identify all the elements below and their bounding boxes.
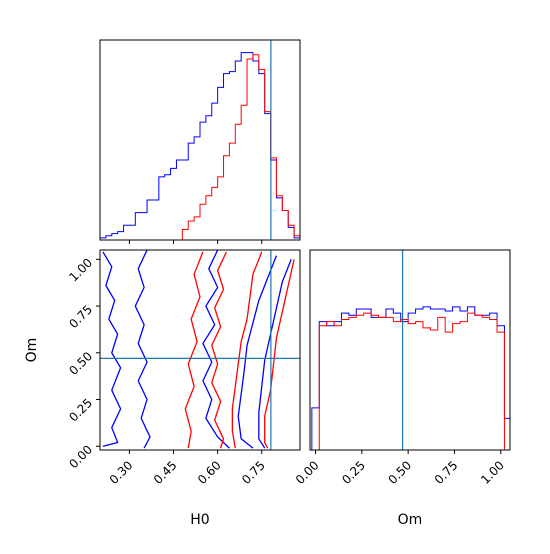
om-marginal-axis-label: Om bbox=[398, 512, 423, 528]
om-histogram-series-1 bbox=[311, 306, 510, 450]
joint-frame bbox=[99, 249, 301, 451]
om-tick-label-1: 0.00 bbox=[66, 442, 95, 471]
h0-om-joint-panel: 0.30 0.45 0.60 0.75 0.00 0.25 0.50 0.75 1.00 H0 Om bbox=[24, 249, 301, 528]
om-marginal-panel: 0.00 0.25 0.50 0.75 1.00 Om bbox=[293, 249, 511, 528]
h0-marginal-frame bbox=[99, 39, 301, 241]
h0-tick-label-2: 0.45 bbox=[151, 458, 180, 487]
h0-tick-label-3: 0.60 bbox=[195, 458, 224, 487]
om-tick-label-3: 0.50 bbox=[66, 349, 95, 378]
h0-axis-label: H0 bbox=[190, 512, 209, 528]
contour-series-2-level-3 bbox=[231, 251, 263, 449]
h0-marginal-panel bbox=[99, 39, 301, 244]
om-marginal-tick-label-2: 0.25 bbox=[339, 458, 368, 487]
contour-series-1-level-2 bbox=[134, 250, 151, 449]
om-tick-label-5: 1.00 bbox=[66, 256, 95, 285]
contour-series-2-level-4 bbox=[264, 259, 295, 449]
om-axis-label: Om bbox=[24, 338, 40, 363]
om-tick-label-2: 0.25 bbox=[66, 396, 95, 425]
contour-series-2-level-2 bbox=[211, 251, 228, 449]
contour-series-2-level-1 bbox=[184, 251, 204, 449]
contour-series-1-level-1 bbox=[102, 251, 122, 447]
h0-histogram-series-2 bbox=[100, 54, 300, 240]
om-marginal-tick-label-1: 0.00 bbox=[293, 458, 322, 487]
om-tick-label-4: 0.75 bbox=[66, 302, 95, 331]
om-marginal-tick-label-3: 0.50 bbox=[385, 458, 414, 487]
om-histogram-series-2 bbox=[311, 312, 510, 450]
h0-tick-label-1: 0.30 bbox=[107, 458, 136, 487]
om-marginal-frame bbox=[309, 249, 511, 451]
om-marginal-tick-label-5: 1.00 bbox=[478, 458, 507, 487]
contour-series-1-level-3 bbox=[202, 250, 230, 449]
h0-tick-label-4: 0.75 bbox=[239, 458, 268, 487]
om-marginal-tick-label-4: 0.75 bbox=[432, 458, 461, 487]
contour-series-1-level-5 bbox=[258, 259, 292, 449]
